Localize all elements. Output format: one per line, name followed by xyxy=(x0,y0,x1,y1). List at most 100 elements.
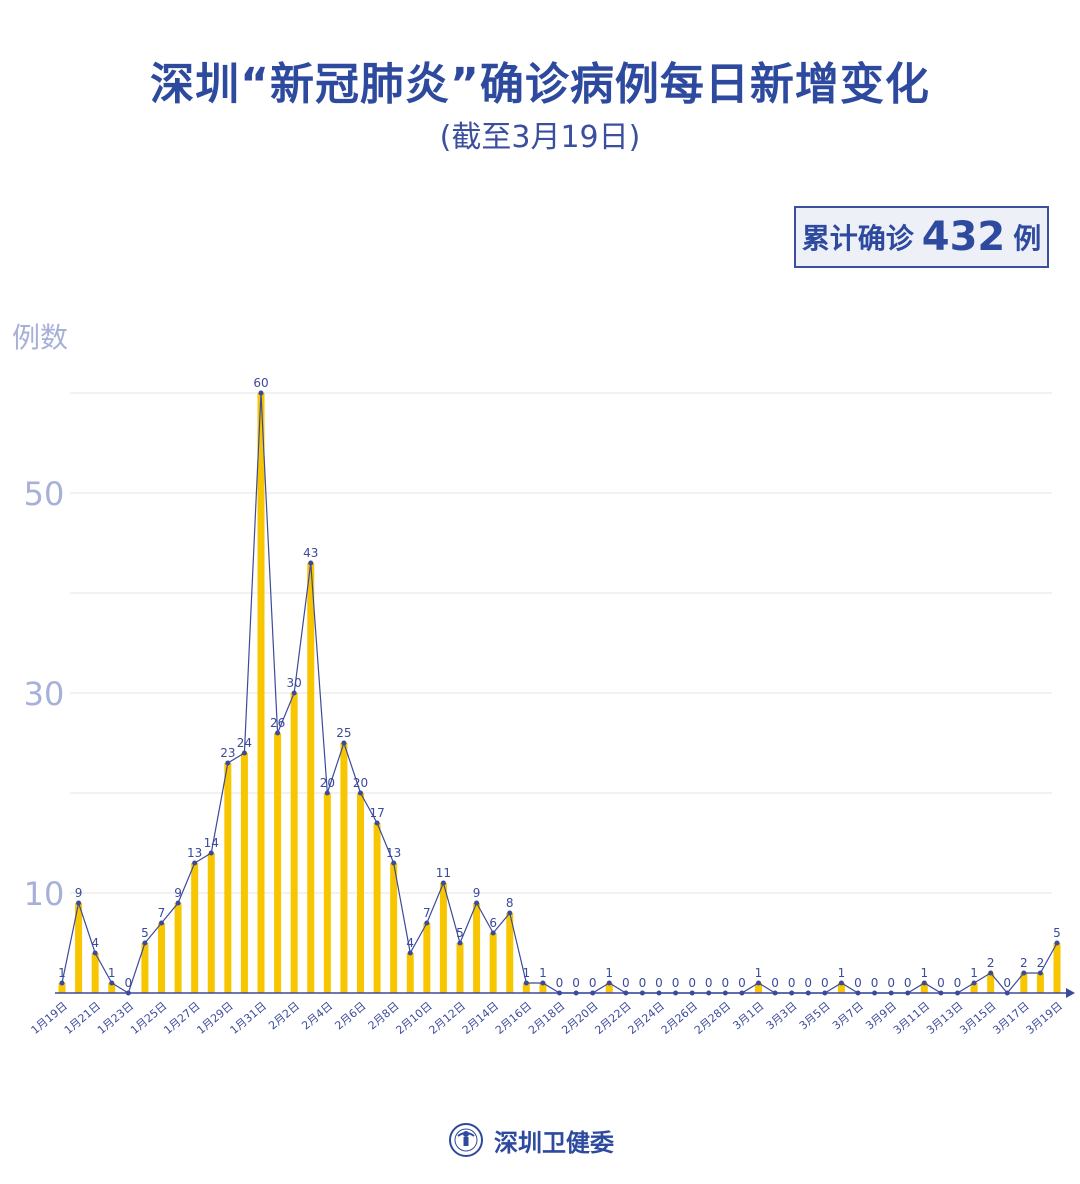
data-label: 4 xyxy=(406,936,414,950)
chart-title: 深圳“新冠肺炎”确诊病例每日新增变化 xyxy=(150,59,930,110)
data-point xyxy=(159,920,164,926)
data-label: 30 xyxy=(287,676,302,690)
data-label: 9 xyxy=(75,886,83,900)
data-label: 2 xyxy=(1037,956,1045,970)
data-label: 1 xyxy=(921,966,929,980)
x-tick-label: 1月25日 xyxy=(128,999,169,1037)
footer-org-name: 深圳卫健委 xyxy=(494,1128,614,1157)
data-label: 0 xyxy=(904,976,912,990)
data-label: 0 xyxy=(688,976,696,990)
bar xyxy=(1036,973,1044,993)
data-label: 1 xyxy=(970,966,978,980)
data-label: 0 xyxy=(854,976,862,990)
y-tick-label: 10 xyxy=(24,875,65,913)
x-tick-label: 3月3日 xyxy=(764,999,800,1032)
data-label: 0 xyxy=(887,976,895,990)
data-label: 0 xyxy=(738,976,746,990)
data-label: 1 xyxy=(605,966,613,980)
data-point xyxy=(142,940,148,946)
data-point xyxy=(557,990,562,996)
data-point xyxy=(789,990,795,996)
data-label: 2 xyxy=(1020,956,1028,970)
y-tick-label: 30 xyxy=(24,675,65,713)
data-point xyxy=(955,990,960,996)
data-point xyxy=(921,980,927,986)
data-label: 60 xyxy=(253,376,268,390)
bar xyxy=(207,853,215,993)
data-point xyxy=(838,980,844,986)
bar xyxy=(108,983,116,993)
data-point xyxy=(358,790,363,796)
data-point xyxy=(125,990,131,996)
data-point xyxy=(805,990,811,996)
bar xyxy=(274,733,282,993)
data-point xyxy=(590,990,596,996)
x-tick-label: 1月29日 xyxy=(194,999,235,1037)
data-point xyxy=(507,910,513,916)
data-label: 43 xyxy=(303,546,318,560)
data-label: 14 xyxy=(204,836,219,850)
data-label: 0 xyxy=(821,976,829,990)
x-tick-label: 1月23日 xyxy=(95,999,136,1037)
data-label: 1 xyxy=(523,966,531,980)
data-point xyxy=(440,880,446,886)
data-label: 1 xyxy=(539,966,547,980)
bar xyxy=(141,943,149,993)
x-tick-label: 1月21日 xyxy=(62,999,103,1037)
x-tick-label: 2月4日 xyxy=(299,999,335,1032)
x-axis-arrow-icon xyxy=(1066,988,1075,998)
data-point xyxy=(756,980,761,986)
bar xyxy=(373,823,381,993)
x-tick-label: 3月7日 xyxy=(830,999,866,1032)
data-point xyxy=(523,980,529,986)
bar xyxy=(174,903,182,993)
bar xyxy=(91,953,99,993)
total-suffix: 例 xyxy=(1013,222,1042,255)
data-label: 0 xyxy=(125,976,133,990)
data-label: 0 xyxy=(871,976,879,990)
data-label: 0 xyxy=(589,976,597,990)
bar xyxy=(539,983,547,993)
data-point xyxy=(1004,990,1010,996)
bar xyxy=(920,983,928,993)
x-tick-label: 2月12日 xyxy=(427,999,468,1037)
data-point xyxy=(175,900,181,906)
data-label: 23 xyxy=(220,746,235,760)
bar xyxy=(1053,943,1061,993)
bar xyxy=(390,863,398,993)
bar xyxy=(1020,973,1028,993)
data-label: 13 xyxy=(386,846,401,860)
data-label: 17 xyxy=(369,806,384,820)
data-point xyxy=(573,990,579,996)
data-label: 0 xyxy=(1003,976,1011,990)
total-confirmed-box: 累计确诊 432 例 xyxy=(794,206,1049,268)
data-point xyxy=(109,980,115,986)
data-label: 7 xyxy=(158,906,166,920)
data-label: 11 xyxy=(436,866,451,880)
data-label: 5 xyxy=(456,926,464,940)
data-label: 0 xyxy=(556,976,564,990)
data-point xyxy=(689,990,695,996)
data-point xyxy=(407,950,413,956)
bar xyxy=(473,903,481,993)
x-tick-label: 3月1日 xyxy=(730,999,766,1032)
chart-subtitle: (截至3月19日) xyxy=(439,120,641,155)
bar xyxy=(323,793,331,993)
bar xyxy=(837,983,845,993)
data-point xyxy=(308,560,314,566)
data-label: 5 xyxy=(1053,926,1061,940)
bar xyxy=(58,983,66,993)
x-tick-label: 2月14日 xyxy=(460,999,501,1037)
x-tick-label: 2月18日 xyxy=(526,999,567,1037)
data-label: 0 xyxy=(622,976,630,990)
data-point xyxy=(391,860,397,866)
y-axis-label: 例数 xyxy=(12,321,69,354)
data-point xyxy=(76,900,82,906)
bar xyxy=(522,983,530,993)
data-point xyxy=(457,940,463,946)
x-tick-label: 3月15日 xyxy=(957,999,998,1037)
data-point xyxy=(822,990,828,996)
data-label: 0 xyxy=(639,976,647,990)
data-label: 4 xyxy=(91,936,99,950)
bar xyxy=(987,973,995,993)
